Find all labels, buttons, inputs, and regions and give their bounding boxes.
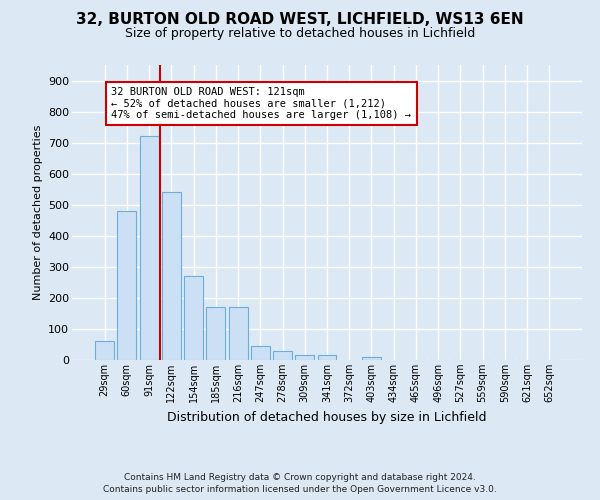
Bar (251, 346, 270, 360)
Text: Size of property relative to detached houses in Lichfield: Size of property relative to detached ho… (125, 28, 475, 40)
Bar (206, 307, 225, 360)
Bar (140, 136, 158, 360)
Text: 32, BURTON OLD ROAD WEST, LICHFIELD, WS13 6EN: 32, BURTON OLD ROAD WEST, LICHFIELD, WS1… (76, 12, 524, 28)
Y-axis label: Number of detached properties: Number of detached properties (32, 125, 43, 300)
Bar (317, 356, 337, 360)
Text: Contains public sector information licensed under the Open Government Licence v3: Contains public sector information licen… (103, 485, 497, 494)
Bar (118, 211, 136, 360)
Text: Contains HM Land Registry data © Crown copyright and database right 2024.: Contains HM Land Registry data © Crown c… (124, 472, 476, 482)
Bar (229, 307, 248, 360)
X-axis label: Distribution of detached houses by size in Lichfield: Distribution of detached houses by size … (167, 410, 487, 424)
Text: 32 BURTON OLD ROAD WEST: 121sqm
← 52% of detached houses are smaller (1,212)
47%: 32 BURTON OLD ROAD WEST: 121sqm ← 52% of… (112, 86, 412, 120)
Bar (162, 192, 181, 360)
Bar (362, 357, 381, 360)
Bar (273, 350, 292, 360)
Bar (295, 356, 314, 360)
Bar (184, 276, 203, 360)
Bar (95, 342, 114, 360)
